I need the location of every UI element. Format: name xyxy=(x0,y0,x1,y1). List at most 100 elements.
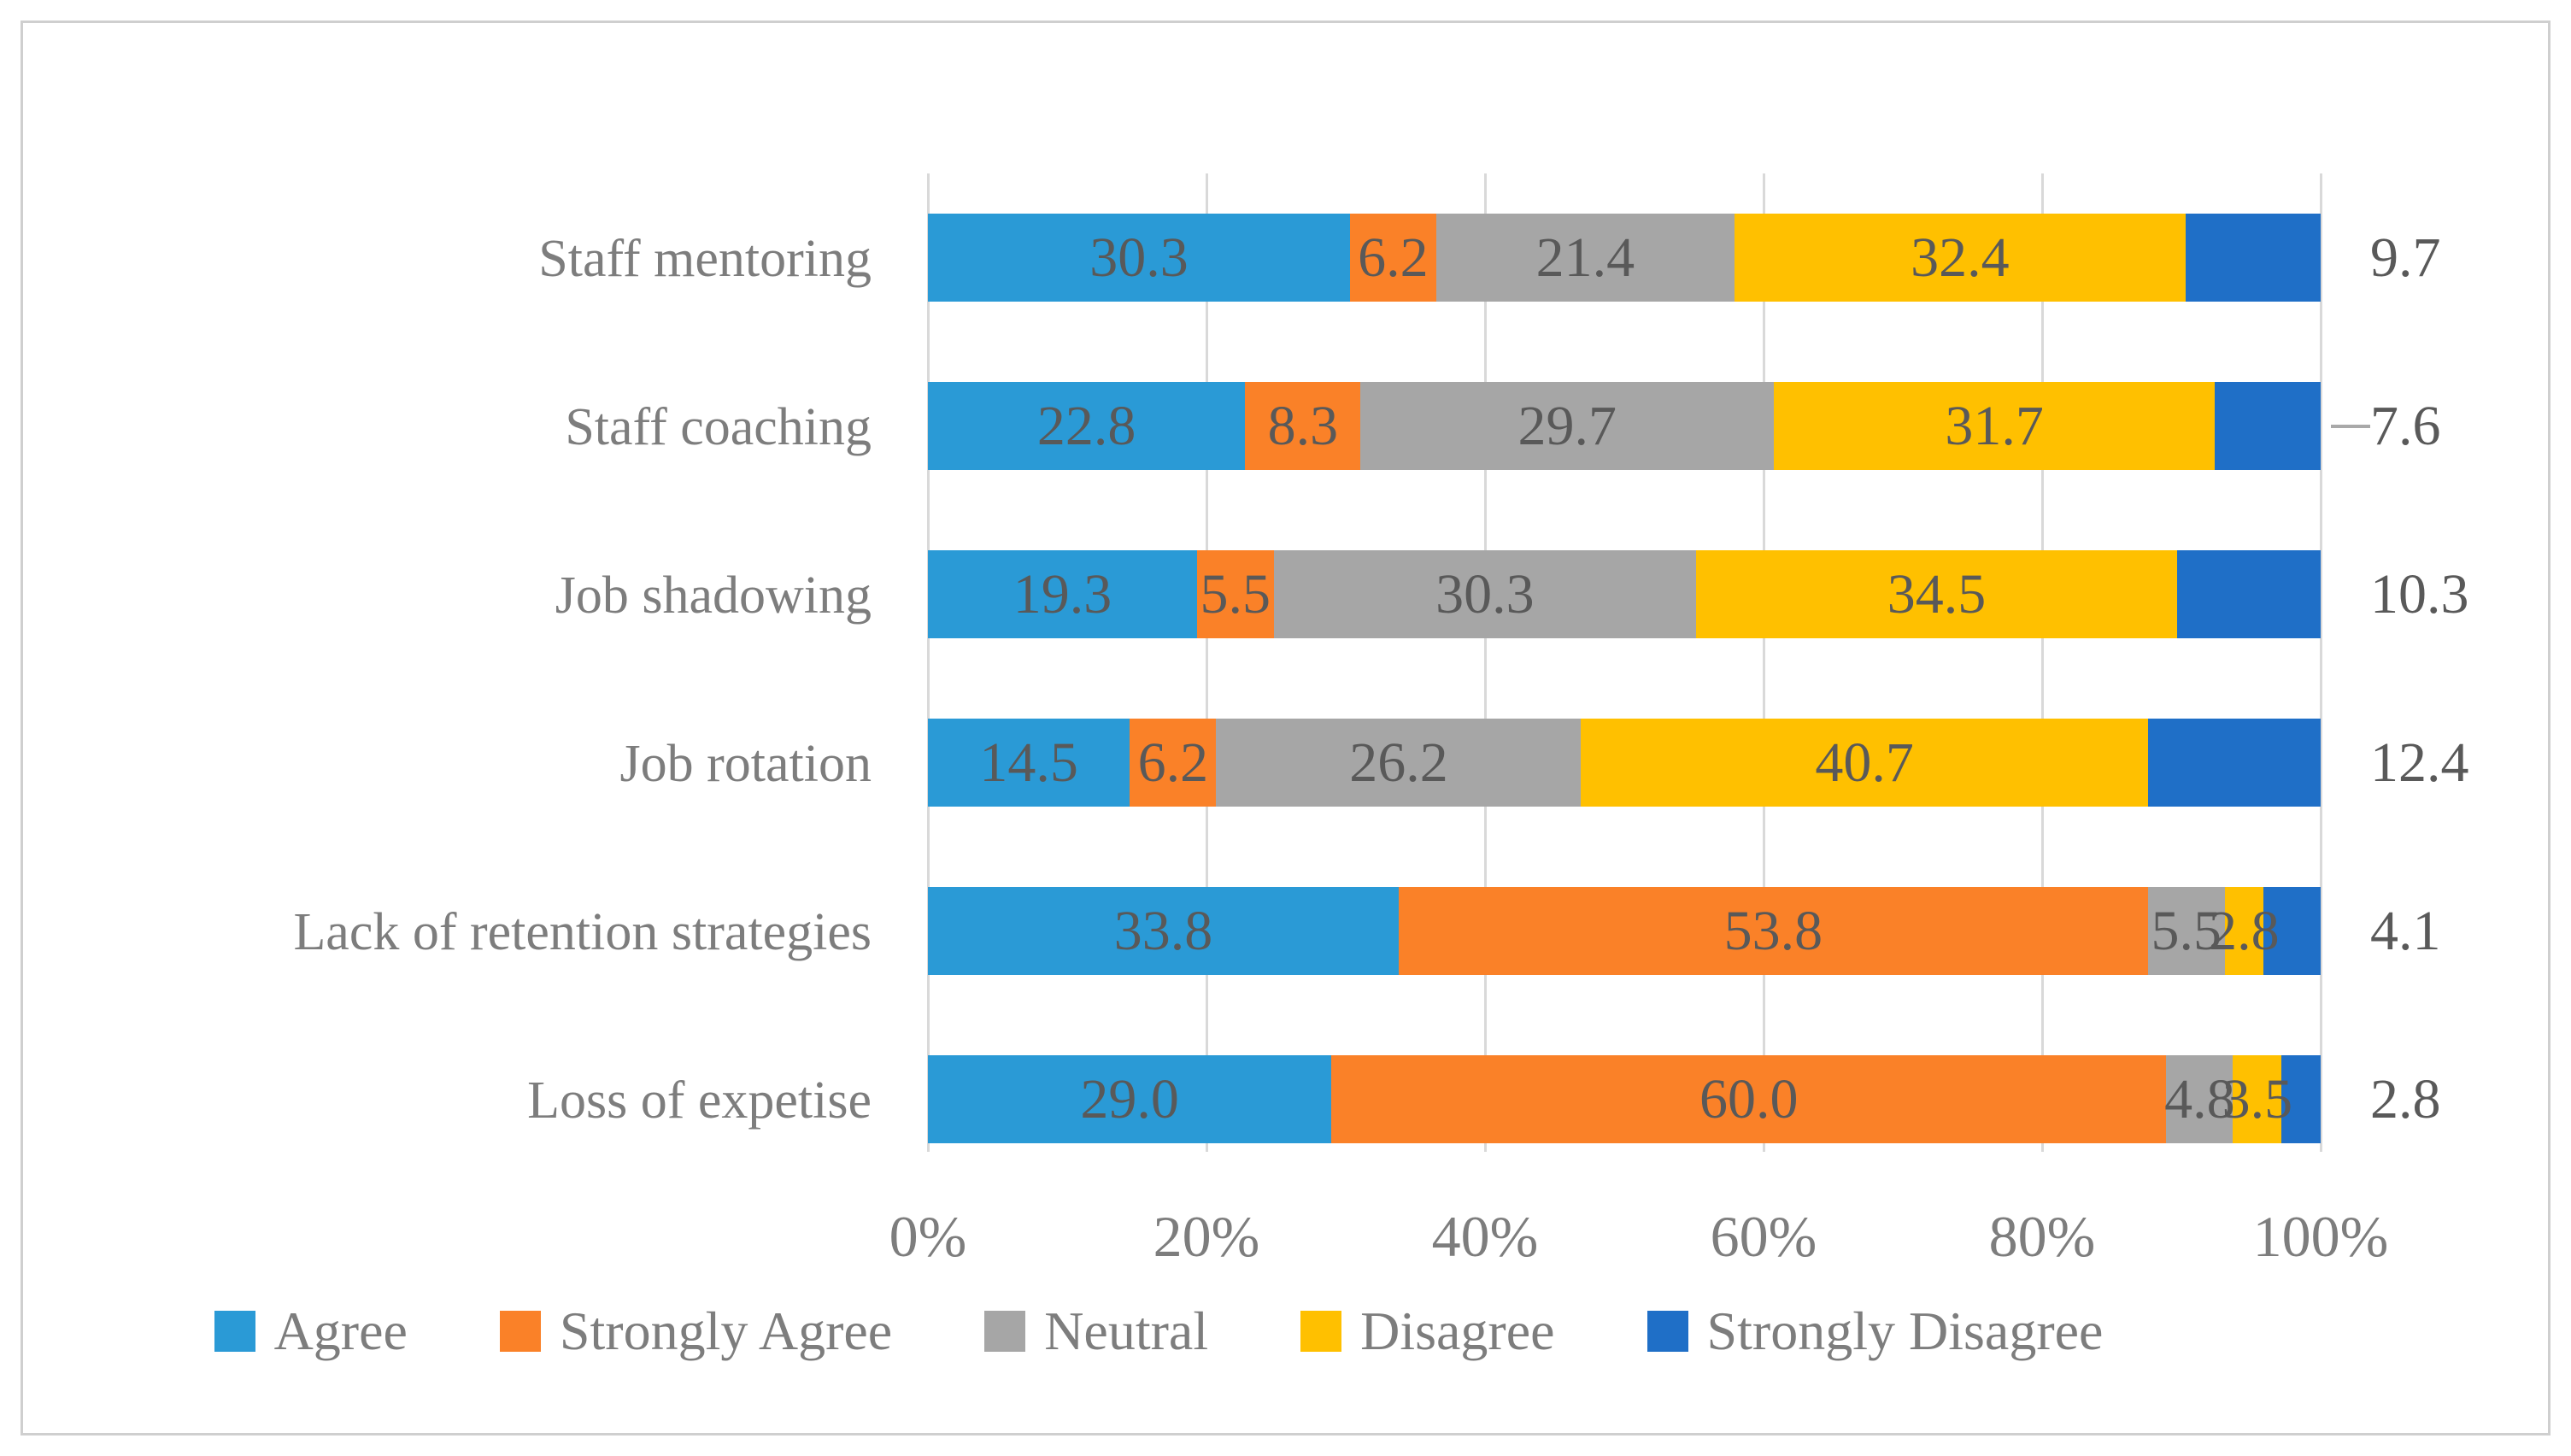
bar-segment-neutral xyxy=(1360,382,1775,470)
x-axis-tick-label: 60% xyxy=(1710,1204,1817,1269)
gridline xyxy=(926,173,930,1152)
bar-segment-neutral xyxy=(1273,550,1697,638)
legend-item-strongly-agree: Strongly Agree xyxy=(499,1300,893,1363)
data-label: 26.2 xyxy=(1349,731,1448,794)
legend-item-disagree: Disagree xyxy=(1300,1300,1555,1363)
data-label: 40.7 xyxy=(1815,731,1914,794)
legend-label: Strongly Disagree xyxy=(1706,1300,2104,1361)
bar-row: 22.8 8.3 29.7 31.7 xyxy=(928,382,2321,470)
bar-segment-strongly-disagree xyxy=(2215,382,2321,470)
data-label: 5.5 xyxy=(2151,900,2222,962)
data-label-outside: 4.1 xyxy=(2370,900,2441,962)
data-label: 33.8 xyxy=(1113,900,1213,962)
data-label: 5.5 xyxy=(1200,563,1271,625)
category-label: Lack of retention strategies xyxy=(293,903,872,961)
leader-line xyxy=(2331,424,2370,428)
data-label: 30.3 xyxy=(1089,226,1189,289)
data-label: 31.7 xyxy=(1945,395,2044,457)
legend-swatch xyxy=(1300,1311,1342,1352)
data-label: 34.5 xyxy=(1887,563,1987,625)
bar-segment-strongly-disagree xyxy=(2147,719,2321,807)
bar-row: 29.0 60.0 4.8 3.5 xyxy=(928,1055,2321,1143)
data-label-outside: 2.8 xyxy=(2370,1068,2441,1130)
data-label-outside: 7.6 xyxy=(2370,395,2441,457)
bar-segment-disagree xyxy=(1734,214,2186,302)
x-axis-tick-label: 20% xyxy=(1153,1204,1260,1269)
bar-segment-strongly-disagree xyxy=(2185,214,2321,302)
bar-segment-neutral xyxy=(1216,719,1582,807)
data-label: 8.3 xyxy=(1267,395,1339,457)
data-label: 14.5 xyxy=(979,731,1078,794)
bar-segment-strongly-agree xyxy=(1196,550,1274,638)
bar-segment-neutral xyxy=(2166,1055,2233,1143)
legend-swatch xyxy=(1646,1311,1688,1352)
data-label-outside: 12.4 xyxy=(2370,731,2469,794)
data-label-outside: 9.7 xyxy=(2370,226,2441,289)
bar-segment-disagree xyxy=(1696,550,2177,638)
data-label: 29.7 xyxy=(1517,395,1617,457)
data-label: 21.4 xyxy=(1535,226,1635,289)
data-label: 32.4 xyxy=(1911,226,2010,289)
legend-swatch xyxy=(984,1311,1026,1352)
data-label: 3.5 xyxy=(2222,1068,2293,1130)
bar-row: 19.3 5.5 30.3 34.5 xyxy=(928,550,2321,638)
bar-segment-strongly-agree xyxy=(1245,382,1361,470)
gridline xyxy=(1205,173,1208,1152)
bar-segment-agree xyxy=(928,550,1197,638)
bar-segment-agree xyxy=(928,887,1399,975)
category-label: Staff coaching xyxy=(565,398,872,456)
x-axis-tick-label: 100% xyxy=(2252,1204,2389,1269)
bar-segment-disagree xyxy=(2233,1055,2282,1143)
legend-label: Strongly Agree xyxy=(559,1300,893,1361)
legend-item-neutral: Neutral xyxy=(984,1300,1208,1363)
data-label: 6.2 xyxy=(1358,226,1429,289)
data-label: 2.8 xyxy=(2209,900,2280,962)
legend-swatch xyxy=(214,1311,255,1352)
bar-segment-neutral xyxy=(2147,887,2225,975)
bar-segment-neutral xyxy=(1435,214,1735,302)
bar-row: 30.3 6.2 21.4 32.4 xyxy=(928,214,2321,302)
bar-row: 14.5 6.2 26.2 40.7 xyxy=(928,719,2321,807)
data-label: 19.3 xyxy=(1013,563,1112,625)
bar-segment-strongly-disagree xyxy=(2281,1055,2321,1143)
category-label: Loss of expetise xyxy=(527,1071,872,1130)
gridline xyxy=(1762,173,1765,1152)
bar-segment-agree xyxy=(928,214,1350,302)
x-axis-tick-label: 40% xyxy=(1431,1204,1539,1269)
legend-item-strongly-disagree: Strongly Disagree xyxy=(1646,1300,2104,1363)
bar-segment-disagree xyxy=(2224,887,2264,975)
gridline xyxy=(2319,173,2322,1152)
bar-segment-disagree xyxy=(1581,719,2148,807)
legend-item-agree: Agree xyxy=(214,1300,408,1363)
bar-segment-strongly-disagree xyxy=(2263,887,2321,975)
bar-row: 33.8 53.8 5.5 2.8 xyxy=(928,887,2321,975)
bar-segment-agree xyxy=(928,1055,1332,1143)
data-label: 4.8 xyxy=(2164,1068,2235,1130)
bar-segment-strongly-agree xyxy=(1130,719,1217,807)
legend-swatch xyxy=(499,1311,541,1352)
category-label: Job rotation xyxy=(619,735,872,793)
data-label: 30.3 xyxy=(1435,563,1535,625)
data-label: 60.0 xyxy=(1699,1068,1799,1130)
data-label: 29.0 xyxy=(1080,1068,1179,1130)
gridline xyxy=(2040,173,2044,1152)
data-label: 22.8 xyxy=(1036,395,1136,457)
bar-segment-strongly-agree xyxy=(1331,1055,2167,1143)
gridline xyxy=(1483,173,1487,1152)
bar-segment-agree xyxy=(928,382,1246,470)
x-axis-tick-label: 0% xyxy=(889,1204,967,1269)
bar-segment-disagree xyxy=(1774,382,2216,470)
data-label-outside: 10.3 xyxy=(2370,563,2469,625)
bar-segment-strongly-agree xyxy=(1398,887,2148,975)
legend-label: Disagree xyxy=(1360,1300,1555,1361)
legend-label: Neutral xyxy=(1044,1300,1209,1361)
bar-segment-strongly-agree xyxy=(1349,214,1436,302)
x-axis-tick-label: 80% xyxy=(1988,1204,2096,1269)
data-label: 6.2 xyxy=(1137,731,1209,794)
bar-segment-agree xyxy=(928,719,1130,807)
bar-segment-strongly-disagree xyxy=(2176,550,2321,638)
legend: Agree Strongly Agree Neutral Disagree Strong… xyxy=(0,1292,2317,1371)
category-label: Staff mentoring xyxy=(538,230,872,288)
category-label: Job shadowing xyxy=(555,567,872,625)
data-label: 53.8 xyxy=(1723,900,1823,962)
